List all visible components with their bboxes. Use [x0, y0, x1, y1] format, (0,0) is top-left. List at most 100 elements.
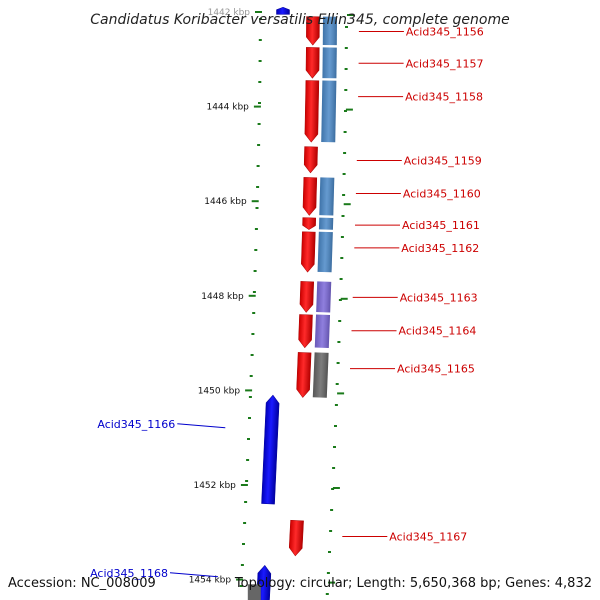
forward-gene-arrow[interactable] — [296, 352, 312, 398]
track-dot — [338, 320, 342, 322]
track-dot — [240, 564, 244, 566]
track-dot — [344, 110, 347, 112]
track-dot — [256, 186, 260, 188]
gene-label[interactable]: Acid345_1164 — [399, 325, 477, 338]
gene-label[interactable]: Acid345_1166 — [97, 418, 175, 431]
tick-mark — [240, 484, 248, 486]
gene-label[interactable]: Acid345_1157 — [406, 57, 484, 70]
cog-box — [312, 352, 329, 398]
track-dot — [258, 81, 262, 83]
forward-gene-arrow[interactable] — [298, 314, 313, 349]
tick-mark — [236, 578, 244, 581]
tick-mark — [253, 105, 261, 108]
forward-gene[interactable] — [299, 281, 314, 313]
track-dot — [258, 60, 262, 62]
track-dot — [325, 593, 329, 595]
tick-mark — [248, 294, 256, 297]
forward-gene[interactable] — [306, 16, 320, 46]
tick-mark-right — [328, 581, 336, 584]
gene-label[interactable]: Acid345_1159 — [404, 155, 482, 168]
track-dot — [332, 467, 336, 469]
cog-box-shade — [319, 177, 335, 216]
track-dot — [239, 585, 243, 587]
track-dot — [256, 165, 260, 167]
track-dot — [334, 425, 337, 427]
gene-label[interactable]: Acid345_1158 — [405, 91, 483, 104]
forward-gene-arrow[interactable] — [301, 231, 316, 273]
track-dot — [337, 341, 341, 343]
cog-track — [312, 16, 338, 398]
gene-track — [247, 7, 320, 600]
track-dot — [343, 131, 347, 133]
tick-label: 1452 kbp — [193, 481, 236, 491]
forward-gene[interactable] — [298, 314, 313, 349]
reverse-gene[interactable] — [276, 7, 290, 15]
cog-box-shade — [316, 281, 332, 313]
gene-label[interactable]: Acid345_1165 — [397, 363, 475, 376]
gene-label[interactable]: Acid345_1162 — [401, 242, 479, 255]
forward-gene-arrow[interactable] — [302, 177, 318, 216]
tick-label: 1448 kbp — [201, 292, 244, 302]
track-dot — [341, 215, 345, 217]
forward-gene-arrow[interactable] — [306, 16, 320, 46]
track-dot — [338, 299, 342, 301]
reverse-gene[interactable] — [261, 394, 280, 505]
track-dot — [258, 102, 261, 104]
forward-gene[interactable] — [296, 352, 312, 398]
track-dot — [252, 312, 256, 314]
grey-gene[interactable] — [247, 584, 261, 600]
tick-label: 1446 kbp — [204, 197, 247, 207]
gc-skew-dots — [239, 18, 348, 595]
track-dot — [254, 228, 258, 230]
track-dot — [344, 68, 348, 70]
forward-gene[interactable] — [302, 217, 317, 230]
scale-ticks: 1442 kbp 1444 kbp 1446 kbp 1448 kbp 1450 kbp… — [189, 8, 354, 586]
forward-gene[interactable] — [303, 146, 318, 174]
forward-gene-arrow[interactable] — [299, 281, 314, 313]
forward-gene[interactable] — [301, 231, 316, 273]
forward-gene-arrow[interactable] — [288, 519, 304, 557]
reverse-gene-arrow[interactable] — [261, 394, 280, 505]
forward-gene[interactable] — [304, 80, 320, 143]
forward-gene-arrow[interactable] — [305, 47, 320, 79]
track-dot — [335, 383, 339, 385]
gene-label[interactable]: Acid345_1160 — [403, 188, 481, 201]
tick-mark — [245, 389, 253, 392]
forward-gene-arrow[interactable] — [302, 217, 317, 230]
gene-label[interactable]: Acid345_1163 — [400, 291, 478, 304]
tick-label: 1442 kbp — [208, 8, 251, 18]
cog-box-shade — [322, 16, 338, 46]
track-dot — [343, 152, 347, 154]
tick-mark-right — [347, 14, 354, 16]
gene-labels: Acid345_1156 Acid345_1157 Acid345_1158 Acid… — [90, 26, 484, 580]
forward-gene[interactable] — [302, 177, 318, 216]
forward-gene-arrow[interactable] — [304, 80, 320, 143]
cog-box — [319, 177, 335, 216]
track-dot — [340, 236, 344, 238]
track-dot — [244, 501, 248, 503]
track-dot — [342, 173, 346, 175]
track-dot — [329, 530, 333, 532]
track-dot — [326, 572, 330, 574]
cog-box-shade — [312, 352, 329, 398]
gene-label[interactable]: Acid345_1156 — [406, 26, 484, 39]
track-dot — [242, 543, 245, 545]
gene-label[interactable]: Acid345_1167 — [389, 531, 467, 544]
track-dot — [243, 522, 247, 524]
cog-box — [322, 16, 338, 46]
track-dot — [336, 362, 340, 364]
forward-gene-arrow[interactable] — [303, 146, 318, 174]
tick-mark — [255, 11, 262, 13]
gene-label[interactable]: Acid345_1168 — [90, 567, 168, 580]
map-title: Candidatus Koribacter versatilis Ellin34… — [90, 12, 509, 28]
tick-label: 1454 kbp — [189, 576, 232, 586]
gene-label[interactable]: Acid345_1161 — [402, 219, 480, 232]
forward-gene[interactable] — [288, 519, 304, 557]
gene-label-leader — [177, 423, 226, 429]
track-dot — [257, 144, 261, 146]
tick-mark-right — [343, 203, 351, 206]
cog-box — [322, 47, 337, 79]
reverse-gene-arrow[interactable] — [276, 7, 290, 15]
forward-gene[interactable] — [305, 47, 320, 79]
